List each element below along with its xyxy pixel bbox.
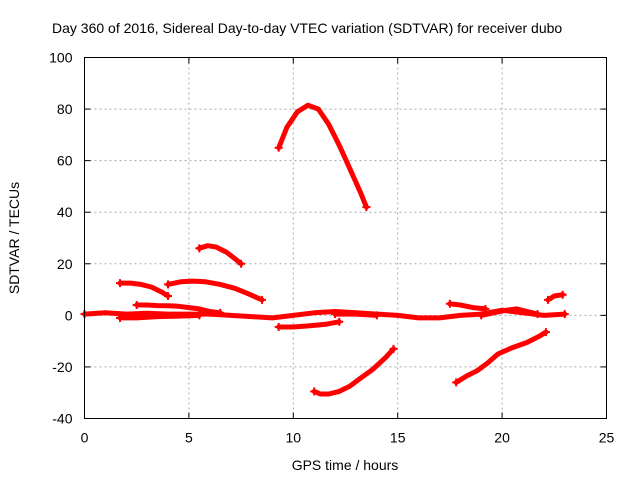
- data-point: [560, 310, 569, 319]
- y-tick-label: 20: [57, 256, 73, 272]
- x-axis-label: GPS time / hours: [292, 457, 399, 473]
- data-point: [115, 313, 124, 322]
- data-point: [132, 301, 141, 310]
- x-tick-label: 25: [599, 430, 615, 446]
- data-point: [310, 387, 319, 396]
- x-tick-label: 15: [390, 430, 406, 446]
- y-tick-label: 0: [65, 307, 73, 323]
- data-point: [335, 317, 344, 326]
- series-line-pass-10: [453, 329, 549, 385]
- x-tick-label: 0: [81, 430, 89, 446]
- data-point: [257, 295, 266, 304]
- series-line-pass-8: [276, 319, 342, 330]
- data-point: [237, 259, 246, 268]
- data-point: [274, 143, 283, 152]
- data-point: [331, 310, 340, 319]
- y-tick-label: 100: [49, 50, 73, 66]
- y-tick-label: 80: [57, 101, 73, 117]
- series-line-pass-12: [478, 306, 541, 318]
- series-line-pass-11: [447, 301, 488, 312]
- data-point: [477, 311, 486, 320]
- y-tick-label: -40: [52, 411, 72, 427]
- series-line-pass-1: [276, 102, 369, 210]
- series-line-pass-2: [196, 243, 244, 267]
- data-point: [389, 344, 398, 353]
- grid: [84, 57, 607, 419]
- data-point: [372, 311, 381, 320]
- ticks: [84, 57, 607, 419]
- data-point: [481, 304, 490, 313]
- y-tick-label: 40: [57, 204, 73, 220]
- data-point: [195, 244, 204, 253]
- data-point: [362, 203, 371, 212]
- y-axis-label: SDTVAR / TECUs: [6, 182, 22, 294]
- data-point: [445, 299, 454, 308]
- data-point: [452, 378, 461, 387]
- data-point: [115, 279, 124, 288]
- series-line-pass-7: [117, 312, 202, 321]
- series-line-pass-4: [117, 280, 171, 299]
- series: [80, 102, 569, 397]
- x-tick-label: 20: [494, 430, 510, 446]
- data-point: [533, 310, 542, 319]
- data-point: [558, 290, 567, 299]
- data-point: [274, 322, 283, 331]
- series-line-pass-3: [165, 278, 265, 303]
- y-tick-label: -20: [52, 359, 72, 375]
- series-line-pass-9: [311, 346, 396, 397]
- tick-labels: 0 5 10 15 20 25 -40 -20 0 20 40 60 80 100: [49, 50, 614, 446]
- x-tick-label: 10: [286, 430, 302, 446]
- data-point: [541, 328, 550, 337]
- plot-frame: [84, 57, 607, 419]
- x-tick-label: 5: [185, 430, 193, 446]
- data-point: [164, 280, 173, 289]
- data-point: [544, 295, 553, 304]
- data-point: [164, 292, 173, 301]
- series-line-pass-5: [134, 302, 223, 316]
- y-tick-label: 60: [57, 153, 73, 169]
- chart-title: Day 360 of 2016, Sidereal Day-to-day VTE…: [52, 20, 562, 36]
- series-line-pass-14: [332, 311, 380, 318]
- data-point: [195, 311, 204, 320]
